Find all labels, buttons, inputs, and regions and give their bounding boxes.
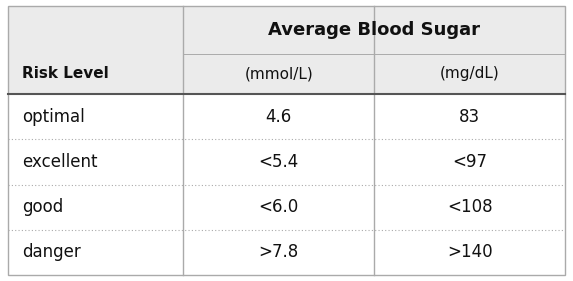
Text: <6.0: <6.0 — [259, 198, 299, 216]
Text: Average Blood Sugar: Average Blood Sugar — [268, 21, 480, 39]
Text: 4.6: 4.6 — [266, 108, 292, 126]
Text: danger: danger — [22, 243, 81, 261]
Text: good: good — [22, 198, 63, 216]
Text: <108: <108 — [447, 198, 492, 216]
Text: optimal: optimal — [22, 108, 85, 126]
Text: >140: >140 — [447, 243, 492, 261]
Text: Risk Level: Risk Level — [22, 66, 109, 81]
Bar — [8, 94, 565, 139]
Bar — [8, 6, 183, 94]
Bar — [183, 6, 565, 94]
Text: (mg/dL): (mg/dL) — [439, 66, 500, 81]
Bar — [8, 139, 565, 185]
Text: 83: 83 — [459, 108, 480, 126]
Text: excellent: excellent — [22, 153, 97, 171]
Text: <97: <97 — [452, 153, 487, 171]
Text: >7.8: >7.8 — [259, 243, 299, 261]
Text: (mmol/L): (mmol/L) — [245, 66, 313, 81]
Bar — [8, 230, 565, 275]
Bar — [8, 185, 565, 230]
Text: <5.4: <5.4 — [259, 153, 299, 171]
